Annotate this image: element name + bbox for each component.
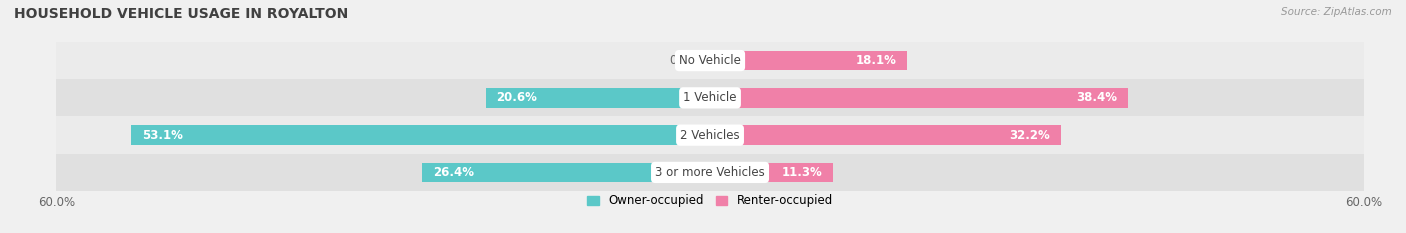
Bar <box>710 125 1062 145</box>
Text: 32.2%: 32.2% <box>1010 129 1050 142</box>
Text: 11.3%: 11.3% <box>782 166 823 179</box>
Bar <box>56 42 1364 79</box>
Text: 0.0%: 0.0% <box>669 54 699 67</box>
Text: Source: ZipAtlas.com: Source: ZipAtlas.com <box>1281 7 1392 17</box>
Bar <box>485 88 710 108</box>
Bar <box>422 163 710 182</box>
Text: No Vehicle: No Vehicle <box>679 54 741 67</box>
Bar <box>56 154 1364 191</box>
Text: 2 Vehicles: 2 Vehicles <box>681 129 740 142</box>
Text: 1 Vehicle: 1 Vehicle <box>683 91 737 104</box>
Text: 26.4%: 26.4% <box>433 166 474 179</box>
Bar <box>710 51 907 70</box>
Bar <box>131 125 710 145</box>
Text: 18.1%: 18.1% <box>855 54 897 67</box>
Text: HOUSEHOLD VEHICLE USAGE IN ROYALTON: HOUSEHOLD VEHICLE USAGE IN ROYALTON <box>14 7 349 21</box>
Bar <box>56 116 1364 154</box>
Text: 3 or more Vehicles: 3 or more Vehicles <box>655 166 765 179</box>
Text: 20.6%: 20.6% <box>496 91 537 104</box>
Text: 53.1%: 53.1% <box>142 129 183 142</box>
Bar <box>710 88 1129 108</box>
Legend: Owner-occupied, Renter-occupied: Owner-occupied, Renter-occupied <box>582 190 838 212</box>
Bar <box>56 79 1364 116</box>
Bar <box>710 163 834 182</box>
Text: 38.4%: 38.4% <box>1077 91 1118 104</box>
